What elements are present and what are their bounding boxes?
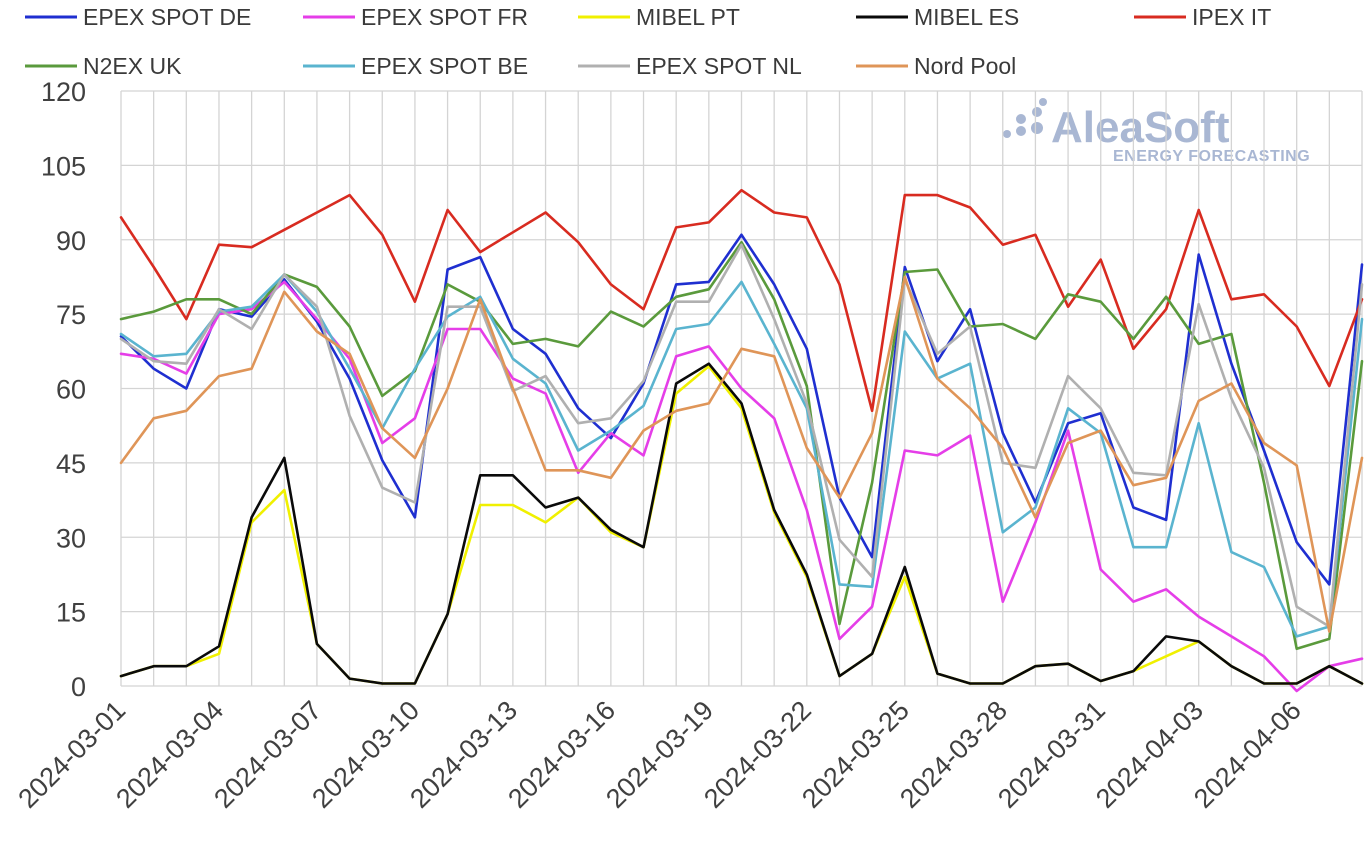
aleasoft-logo: AleaSoft ENERGY FORECASTING	[1003, 98, 1310, 165]
y-tick-label: 0	[71, 672, 86, 702]
y-tick-label: 30	[56, 523, 86, 553]
x-tick-label: 2024-04-06	[1188, 695, 1307, 814]
series-lines	[119, 188, 1364, 693]
series-line	[119, 275, 1364, 633]
legend-label: EPEX SPOT NL	[636, 53, 802, 79]
gridlines	[120, 90, 1363, 687]
legend-label: MIBEL PT	[636, 4, 740, 30]
watermark-brand: AleaSoft	[1051, 103, 1230, 152]
legend-label: MIBEL ES	[914, 4, 1019, 30]
logo-dots-icon	[1003, 98, 1047, 138]
legend-label: Nord Pool	[914, 53, 1016, 79]
legend-label: EPEX SPOT FR	[361, 4, 528, 30]
y-tick-label: 15	[56, 598, 86, 628]
series-line	[119, 188, 1364, 413]
y-tick-label: 105	[41, 151, 86, 181]
y-tick-label: 45	[56, 449, 86, 479]
y-tick-label: 60	[56, 375, 86, 405]
legend-label: IPEX IT	[1192, 4, 1271, 30]
series-line	[119, 273, 1364, 638]
y-tick-label: 120	[41, 77, 86, 107]
legend-label: N2EX UK	[83, 53, 182, 79]
y-tick-label: 90	[56, 226, 86, 256]
legend-label: EPEX SPOT BE	[361, 53, 528, 79]
legend: EPEX SPOT DE EPEX SPOT FR MIBEL PT MIBEL ES…	[25, 4, 1271, 79]
y-tick-label: 75	[56, 300, 86, 330]
series-line	[119, 243, 1364, 628]
watermark-tagline: ENERGY FORECASTING	[1113, 148, 1310, 165]
series-line	[119, 362, 1364, 685]
legend-label: EPEX SPOT DE	[83, 4, 251, 30]
series-line	[119, 240, 1364, 651]
